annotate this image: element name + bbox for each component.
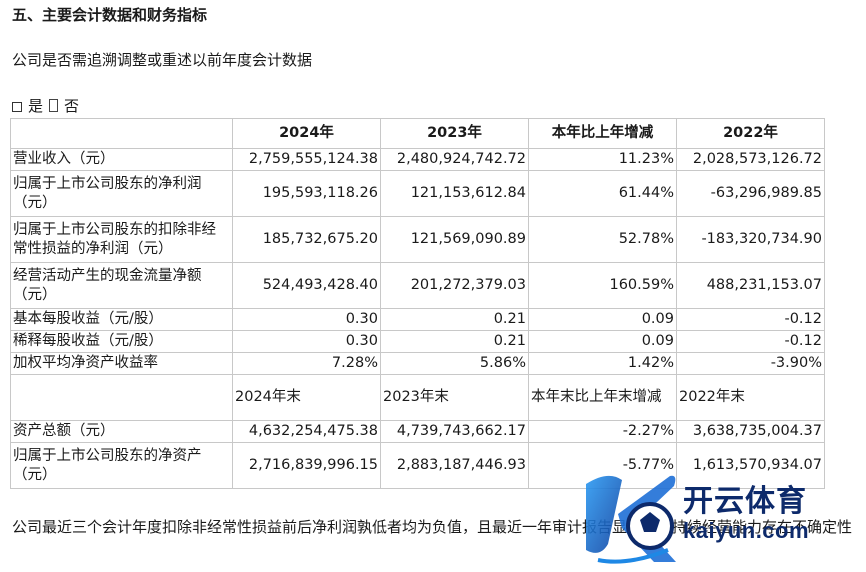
subheader-2023: 2023年末 — [380, 374, 529, 421]
table-row: 加权平均净资产收益率 7.28% 5.86% 1.42% -3.90% — [10, 352, 825, 375]
cell-value: 1.42% — [528, 352, 677, 375]
row-label: 基本每股收益（元/股） — [10, 308, 233, 331]
cell-value: 5.86% — [380, 352, 529, 375]
header-2022: 2022年 — [676, 118, 825, 149]
table-row: 营业收入（元） 2,759,555,124.38 2,480,924,742.7… — [10, 148, 825, 171]
cell-value: 7.28% — [232, 352, 381, 375]
header-2024: 2024年 — [232, 118, 381, 149]
row-label: 归属于上市公司股东的净利润（元） — [10, 170, 233, 217]
cell-value: 2,759,555,124.38 — [232, 148, 381, 171]
subheader-2024: 2024年末 — [232, 374, 381, 421]
subheader-2022: 2022年末 — [676, 374, 825, 421]
cell-value: 0.09 — [528, 308, 677, 331]
cell-value: 488,231,153.07 — [676, 262, 825, 309]
cell-value: 160.59% — [528, 262, 677, 309]
cell-value: 2,028,573,126.72 — [676, 148, 825, 171]
cell-value: 524,493,428.40 — [232, 262, 381, 309]
cell-value: 52.78% — [528, 216, 677, 263]
header-corner — [10, 118, 233, 149]
row-label: 营业收入（元） — [10, 148, 233, 171]
table-row: 归属于上市公司股东的扣除非经常性损益的净利润（元） 185,732,675.20… — [10, 216, 825, 263]
table-row: 基本每股收益（元/股） 0.30 0.21 0.09 -0.12 — [10, 308, 825, 331]
cell-value: -0.12 — [676, 330, 825, 353]
row-label: 加权平均净资产收益率 — [10, 352, 233, 375]
cell-value: 0.21 — [380, 330, 529, 353]
row-label: 资产总额（元） — [10, 420, 233, 443]
cell-value: 0.21 — [380, 308, 529, 331]
watermark-url: kaiyun.com — [683, 518, 810, 543]
cell-value: 11.23% — [528, 148, 677, 171]
header-2023: 2023年 — [380, 118, 529, 149]
table-row: 归属于上市公司股东的净利润（元） 195,593,118.26 121,153,… — [10, 170, 825, 217]
table-row: 稀释每股收益（元/股） 0.30 0.21 0.09 -0.12 — [10, 330, 825, 353]
cell-value: 201,272,379.03 — [380, 262, 529, 309]
choice-yes-label: 是 — [28, 97, 44, 115]
cell-value: 2,883,187,446.93 — [380, 442, 529, 489]
watermark-title: 开云体育 — [683, 485, 807, 518]
cell-value: 0.30 — [232, 330, 381, 353]
checkbox-yes[interactable] — [12, 101, 22, 112]
table-row: 经营活动产生的现金流量净额（元） 524,493,428.40 201,272,… — [10, 262, 825, 309]
restatement-choice: 是否 — [12, 95, 79, 116]
section-heading: 五、主要会计数据和财务指标 — [12, 6, 208, 24]
cell-value: 0.30 — [232, 308, 381, 331]
cell-value: -183,320,734.90 — [676, 216, 825, 263]
choice-no-label: 否 — [64, 97, 80, 115]
cell-value: -3.90% — [676, 352, 825, 375]
cell-value: 61.44% — [528, 170, 677, 217]
cell-value: 3,638,735,004.37 — [676, 420, 825, 443]
cell-value: -63,296,989.85 — [676, 170, 825, 217]
cell-value: 4,739,743,662.17 — [380, 420, 529, 443]
cell-value: -2.27% — [528, 420, 677, 443]
table-header-row: 2024年 2023年 本年比上年增减 2022年 — [10, 118, 825, 149]
table-row: 资产总额（元） 4,632,254,475.38 4,739,743,662.1… — [10, 420, 825, 443]
cell-value: 185,732,675.20 — [232, 216, 381, 263]
k-ball-logo-icon — [586, 475, 676, 564]
header-change: 本年比上年增减 — [528, 118, 677, 149]
row-label: 归属于上市公司股东的净资产（元） — [10, 442, 233, 489]
cell-value: 4,632,254,475.38 — [232, 420, 381, 443]
cell-value: 1,613,570,934.07 — [676, 442, 825, 489]
row-label: 经营活动产生的现金流量净额（元） — [10, 262, 233, 309]
watermark-logo: 开云体育 kaiyun.com — [578, 466, 866, 568]
cell-value: -0.12 — [676, 308, 825, 331]
cell-value: 121,569,090.89 — [380, 216, 529, 263]
subheader-change: 本年末比上年末增减 — [528, 374, 677, 421]
row-label: 稀释每股收益（元/股） — [10, 330, 233, 353]
cell-value: 2,480,924,742.72 — [380, 148, 529, 171]
table-subheader-row: 2024年末 2023年末 本年末比上年末增减 2022年末 — [10, 374, 825, 421]
financial-indicators-table: 2024年 2023年 本年比上年增减 2022年 营业收入（元） 2,759,… — [10, 118, 825, 489]
cell-value: 0.09 — [528, 330, 677, 353]
cell-value: 195,593,118.26 — [232, 170, 381, 217]
checkbox-no[interactable] — [49, 99, 59, 112]
restatement-question: 公司是否需追溯调整或重述以前年度会计数据 — [12, 51, 313, 69]
subheader-corner — [10, 374, 233, 421]
cell-value: 121,153,612.84 — [380, 170, 529, 217]
row-label: 归属于上市公司股东的扣除非经常性损益的净利润（元） — [10, 216, 233, 263]
cell-value: 2,716,839,996.15 — [232, 442, 381, 489]
